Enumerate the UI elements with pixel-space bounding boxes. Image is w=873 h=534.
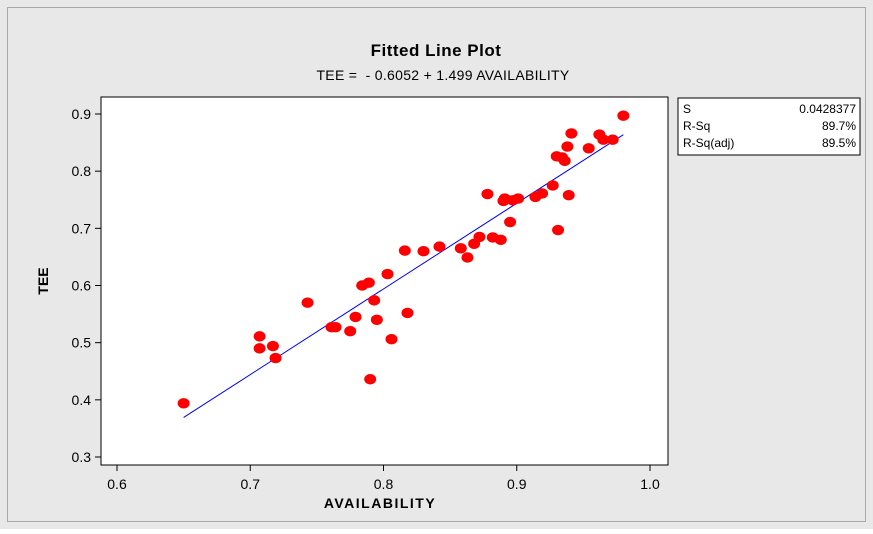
data-point [473, 231, 486, 243]
chart-title: Fitted Line Plot [371, 41, 502, 60]
data-point [454, 243, 467, 254]
y-tick-label: 0.4 [72, 392, 92, 408]
x-tick-label: 0.6 [107, 476, 127, 492]
data-point [561, 141, 574, 152]
data-point [461, 252, 474, 263]
data-point [552, 224, 565, 236]
plot-area [100, 96, 669, 466]
data-point [565, 128, 578, 139]
data-point [385, 334, 398, 345]
x-tick-label: 0.8 [374, 476, 394, 492]
data-point [417, 246, 430, 257]
x-tick-label: 0.9 [507, 476, 527, 492]
y-tick-label: 0.6 [72, 278, 92, 294]
data-point [368, 295, 381, 306]
data-point [433, 241, 446, 252]
stats-label: R-Sq(adj) [683, 136, 734, 150]
data-point [481, 188, 494, 200]
data-point [504, 216, 517, 228]
plot-layer: 0.6 0.7 0.8 0.9 1.0 0.3 0.4 0.5 0.6 0.7 0.8 0.9 [72, 106, 660, 492]
data-point [253, 343, 266, 354]
data-point [266, 340, 279, 352]
data-point [617, 110, 630, 121]
y-tick-label: 0.8 [72, 163, 92, 179]
data-point [546, 180, 559, 191]
x-axis-label: AVAILABILITY [324, 495, 436, 511]
y-tick-label: 0.9 [72, 106, 92, 122]
data-point [582, 143, 595, 154]
data-point [301, 297, 314, 308]
y-tick-label: 0.5 [72, 335, 92, 351]
y-tick-label: 0.7 [72, 220, 92, 236]
stats-value: 89.5% [822, 136, 856, 150]
data-point [344, 326, 357, 337]
stats-label: R-Sq [683, 119, 710, 133]
x-tick-label: 0.7 [241, 476, 261, 492]
data-point [253, 331, 266, 342]
data-point [370, 314, 383, 325]
data-point [606, 134, 619, 145]
data-point [381, 268, 394, 280]
data-point [364, 374, 377, 385]
stats-value: 89.7% [822, 119, 856, 133]
y-axis-label: TEE [35, 267, 51, 294]
data-point [562, 189, 575, 201]
chart-border [7, 7, 866, 522]
chart-subtitle: TEE = - 0.6052 + 1.499 AVAILABILITY [316, 67, 569, 83]
data-point [558, 155, 571, 167]
stats-table: S 0.0428377 R-Sq 89.7% R-Sq(adj) 89.5% [677, 97, 861, 156]
data-point [362, 277, 375, 288]
data-point [177, 398, 190, 409]
x-tick-label: 1.0 [640, 476, 660, 492]
data-point [597, 134, 610, 145]
data-point [401, 307, 414, 319]
stats-label: S [683, 102, 691, 116]
stats-box-frame [677, 97, 861, 156]
data-point [329, 322, 342, 333]
data-point [349, 311, 362, 323]
data-point [494, 234, 507, 245]
data-point [398, 245, 411, 256]
data-point [512, 193, 525, 204]
stats-value: 0.0428377 [799, 102, 856, 116]
y-tick-label: 0.3 [72, 449, 92, 465]
data-point [536, 188, 549, 199]
data-point [269, 352, 282, 364]
